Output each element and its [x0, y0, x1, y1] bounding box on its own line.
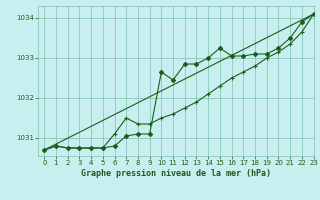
- X-axis label: Graphe pression niveau de la mer (hPa): Graphe pression niveau de la mer (hPa): [81, 169, 271, 178]
